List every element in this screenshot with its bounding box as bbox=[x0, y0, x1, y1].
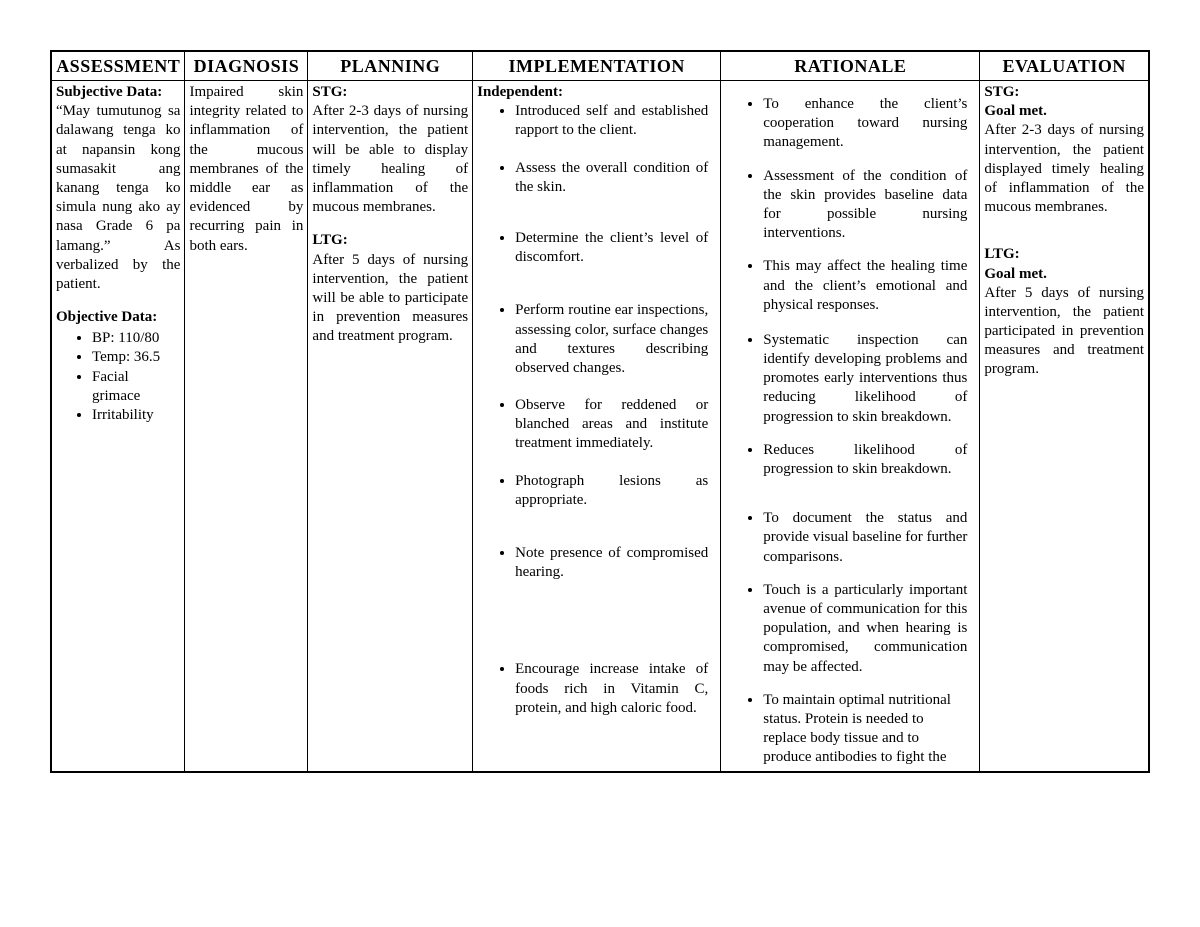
list-item: Photograph lesions as appropriate. bbox=[515, 472, 710, 510]
list-item: Introduced self and established rapport … bbox=[515, 102, 710, 140]
objective-data-label: Objective Data: bbox=[56, 308, 180, 327]
cell-planning: STG: After 2-3 days of nursing intervent… bbox=[308, 81, 473, 773]
col-header-planning: PLANNING bbox=[308, 51, 473, 81]
list-item: Reduces likelihood of progression to ski… bbox=[763, 441, 969, 479]
diagnosis-text: Impaired skin integrity related to infla… bbox=[189, 84, 303, 254]
list-item: To document the status and provide visua… bbox=[763, 509, 969, 567]
planning-stg-label: STG: bbox=[312, 83, 468, 102]
list-item: Touch is a particularly important avenue… bbox=[763, 581, 969, 677]
list-item: Irritability bbox=[92, 406, 180, 425]
col-header-rationale: RATIONALE bbox=[721, 51, 980, 81]
document-page: ASSESSMENT DIAGNOSIS PLANNING IMPLEMENTA… bbox=[0, 0, 1200, 803]
cell-rationale: To enhance the client’s cooperation towa… bbox=[721, 81, 980, 773]
evaluation-stg-text: After 2-3 days of nursing intervention, … bbox=[984, 121, 1144, 217]
list-item: Observe for reddened or blanched areas a… bbox=[515, 396, 710, 454]
cell-assessment: Subjective Data: “May tumutunog sa dalaw… bbox=[51, 81, 185, 773]
subjective-data-label: Subjective Data: bbox=[56, 83, 180, 102]
evaluation-stg-label: STG: bbox=[984, 83, 1144, 102]
evaluation-ltg-label: LTG: bbox=[984, 245, 1144, 264]
evaluation-stg-goal: Goal met. bbox=[984, 102, 1144, 121]
col-header-implementation: IMPLEMENTATION bbox=[473, 51, 721, 81]
rationale-list: To enhance the client’s cooperation towa… bbox=[725, 95, 975, 767]
objective-data-list: BP: 110/80Temp: 36.5Facial grimaceIrrita… bbox=[56, 329, 180, 425]
nursing-care-plan-table: ASSESSMENT DIAGNOSIS PLANNING IMPLEMENTA… bbox=[50, 50, 1150, 773]
list-item: To maintain optimal nutritional status. … bbox=[763, 691, 969, 768]
list-item: To enhance the client’s cooperation towa… bbox=[763, 95, 969, 153]
col-header-diagnosis: DIAGNOSIS bbox=[185, 51, 308, 81]
list-item: Encourage increase intake of foods rich … bbox=[515, 660, 710, 718]
list-item: Determine the client’s level of discomfo… bbox=[515, 229, 710, 267]
subjective-data-text: “May tumutunog sa dalawang tenga ko at n… bbox=[56, 102, 180, 294]
table-header-row: ASSESSMENT DIAGNOSIS PLANNING IMPLEMENTA… bbox=[51, 51, 1149, 81]
cell-implementation: Independent: Introduced self and establi… bbox=[473, 81, 721, 773]
planning-ltg-text: After 5 days of nursing intervention, th… bbox=[312, 251, 468, 347]
list-item: Assess the overall condition of the skin… bbox=[515, 159, 710, 197]
list-item: Perform routine ear inspections, assessi… bbox=[515, 301, 710, 378]
list-item: Temp: 36.5 bbox=[92, 348, 180, 367]
list-item: BP: 110/80 bbox=[92, 329, 180, 348]
list-item: Assessment of the condition of the skin … bbox=[763, 167, 969, 244]
implementation-independent-label: Independent: bbox=[477, 83, 716, 102]
list-item: This may affect the healing time and the… bbox=[763, 257, 969, 315]
implementation-list: Introduced self and established rapport … bbox=[477, 102, 716, 718]
planning-ltg-label: LTG: bbox=[312, 231, 468, 250]
list-item: Facial grimace bbox=[92, 368, 180, 406]
planning-stg-text: After 2-3 days of nursing intervention, … bbox=[312, 102, 468, 217]
cell-evaluation: STG: Goal met. After 2-3 days of nursing… bbox=[980, 81, 1149, 773]
table-body-row: Subjective Data: “May tumutunog sa dalaw… bbox=[51, 81, 1149, 773]
col-header-evaluation: EVALUATION bbox=[980, 51, 1149, 81]
cell-diagnosis: Impaired skin integrity related to infla… bbox=[185, 81, 308, 773]
col-header-assessment: ASSESSMENT bbox=[51, 51, 185, 81]
list-item: Systematic inspection can identify devel… bbox=[763, 331, 969, 427]
evaluation-ltg-goal: Goal met. bbox=[984, 265, 1144, 284]
evaluation-ltg-text: After 5 days of nursing intervention, th… bbox=[984, 284, 1144, 380]
list-item: Note presence of compromised hearing. bbox=[515, 544, 710, 582]
